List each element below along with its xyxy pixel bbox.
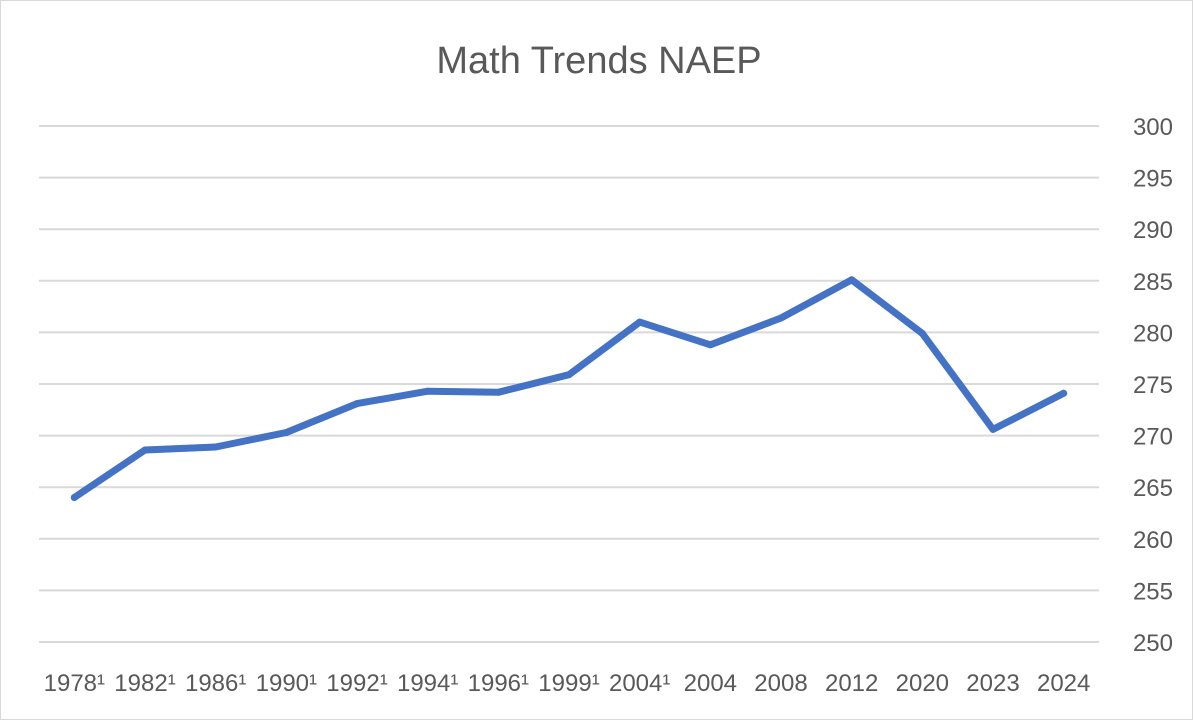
data-point [777, 314, 785, 322]
x-tick-label: 1978¹ [44, 670, 105, 697]
y-tick-label: 275 [1133, 372, 1173, 399]
x-tick-label: 1994¹ [397, 670, 458, 697]
data-point [1060, 389, 1068, 397]
data-point [424, 387, 432, 395]
x-tick-label: 2023 [966, 670, 1019, 697]
series-layer [70, 276, 1068, 502]
y-tick-label: 285 [1133, 269, 1173, 296]
x-axis-ticks: 1978¹ 1982¹ 1986¹ 1990¹ 1992¹ 1994¹ 1996¹ 1999¹… [44, 670, 1091, 697]
data-point [848, 276, 856, 284]
x-tick-label: 2004¹ [609, 670, 670, 697]
series-line [70, 276, 1068, 501]
x-tick-label: 2004 [684, 670, 737, 697]
gridlines [39, 125, 1099, 643]
x-tick-label: 2012 [825, 670, 878, 697]
chart-title: Math Trends NAEP [436, 40, 761, 82]
data-point [565, 371, 573, 379]
y-tick-label: 255 [1133, 578, 1173, 605]
data-point [141, 446, 149, 454]
x-tick-label: 2008 [754, 670, 807, 697]
y-tick-label: 250 [1133, 630, 1173, 657]
x-tick-label: 1986¹ [185, 670, 246, 697]
y-tick-label: 295 [1133, 166, 1173, 193]
data-point [636, 318, 644, 326]
x-tick-label: 2024 [1037, 670, 1090, 697]
y-tick-label: 260 [1133, 527, 1173, 554]
data-point [353, 400, 361, 408]
data-point [494, 388, 502, 396]
data-point [212, 443, 220, 451]
y-tick-label: 280 [1133, 320, 1173, 347]
data-point [918, 329, 926, 337]
x-tick-label: 1982¹ [114, 670, 175, 697]
x-tick-label: 1996¹ [468, 670, 529, 697]
x-tick-label: 2020 [896, 670, 949, 697]
x-tick-label: 1992¹ [326, 670, 387, 697]
x-tick-label: 1990¹ [256, 670, 317, 697]
y-tick-label: 270 [1133, 424, 1173, 451]
y-tick-label: 265 [1133, 475, 1173, 502]
y-tick-label: 300 [1133, 114, 1173, 141]
data-point [282, 429, 290, 437]
data-point [706, 341, 714, 349]
x-tick-label: 1999¹ [538, 670, 599, 697]
data-point [70, 494, 78, 502]
data-point [989, 425, 997, 433]
y-axis-ticks: 300 295 290 285 280 275 270 265 260 255 250 [1133, 114, 1173, 657]
y-tick-label: 290 [1133, 217, 1173, 244]
